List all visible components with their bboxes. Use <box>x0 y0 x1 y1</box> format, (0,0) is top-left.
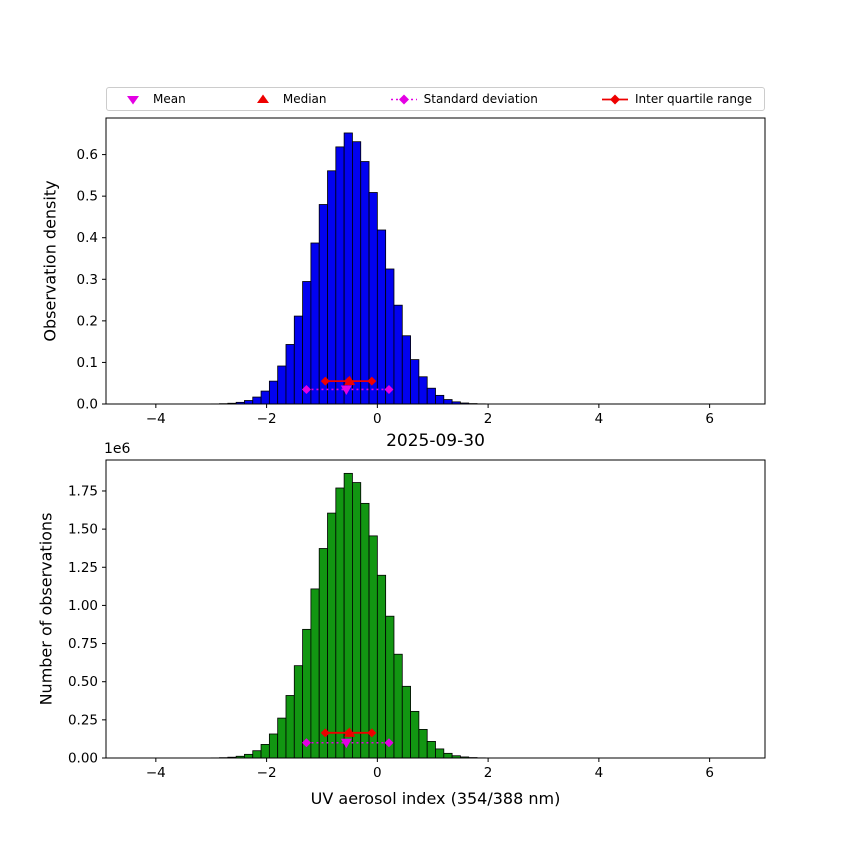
bottom-y-axis-label: Number of observations <box>36 512 56 706</box>
x-tick-label: −2 <box>257 411 277 427</box>
y-tick-label: 0.5 <box>77 189 98 205</box>
median-marker <box>344 375 356 386</box>
y-tick-label: 0.00 <box>68 751 98 767</box>
mean-marker <box>340 385 352 395</box>
y-tick-label: 1.00 <box>68 598 98 614</box>
y-tick-label: 0.2 <box>77 313 98 329</box>
x-tick-label: 6 <box>705 765 714 781</box>
y-tick-label: 0.3 <box>77 272 98 288</box>
q1-marker <box>320 376 330 386</box>
std-low-marker <box>301 384 311 394</box>
legend-label-iqr: Inter quartile range <box>635 92 752 106</box>
std-high-marker <box>384 738 394 748</box>
legend-label-median: Median <box>282 92 327 106</box>
x-tick-label: 2 <box>484 411 493 427</box>
x-tick-label: 2 <box>484 765 493 781</box>
y-tick-label: 0.25 <box>68 712 98 728</box>
bottom-histogram: −4 −2 0 2 4 6 0.00 0.25 0.50 0.75 1.00 1.25 1.50 1.75 <box>68 459 766 781</box>
x-tick-label: 4 <box>595 765 604 781</box>
y-tick-label: 1.50 <box>68 522 98 538</box>
y-tick-label: 1.25 <box>68 560 98 576</box>
y-tick-label: 0.6 <box>77 147 98 163</box>
q3-marker <box>367 376 377 386</box>
histogram-bars <box>210 132 503 405</box>
median-triangle-up-icon <box>256 94 269 103</box>
top-y-axis-label: Observation density <box>40 180 60 342</box>
x-axis-label: UV aerosol index (354/388 nm) <box>310 789 561 808</box>
std-high-marker <box>384 384 394 394</box>
iqr-diamond-icon <box>602 94 629 105</box>
legend-label-std: Standard deviation <box>423 92 538 106</box>
mean-triangle-down-icon <box>127 96 139 105</box>
x-tick-label: 6 <box>705 411 714 427</box>
std-deviation-diamond-icon <box>390 94 417 105</box>
q1-marker <box>320 728 330 738</box>
y-tick-label: 0.50 <box>68 674 98 690</box>
std-low-marker <box>301 738 311 748</box>
x-tick-label: −4 <box>146 765 166 781</box>
x-tick-label: −2 <box>257 765 277 781</box>
bottom-chart-title: 2025-09-30 <box>386 431 485 451</box>
x-tick-label: 0 <box>373 411 382 427</box>
q3-marker <box>367 728 377 738</box>
y-tick-label: 0.1 <box>77 355 98 371</box>
legend-item-std: Standard deviation <box>390 92 538 106</box>
mean-marker <box>340 738 352 749</box>
axes-frame <box>105 117 766 405</box>
y-tick-label: 1.75 <box>68 483 98 499</box>
legend-item-mean: Mean <box>119 92 186 106</box>
legend-item-iqr: Inter quartile range <box>601 92 752 106</box>
top-histogram: −4 −2 0 2 4 6 0.0 0.1 0.2 0.3 0.4 0.5 0.6 <box>77 117 766 427</box>
legend: Mean Median Standard deviation Inter qua… <box>106 87 765 111</box>
axes-frame <box>105 459 766 759</box>
legend-item-median: Median <box>249 92 327 106</box>
x-tick-label: 4 <box>595 411 604 427</box>
histogram-bars <box>210 472 503 759</box>
y-tick-label: 0.0 <box>77 397 98 413</box>
y-axis-offset-label: 1e6 <box>104 441 131 457</box>
median-marker <box>344 727 356 737</box>
y-tick-label: 0.75 <box>68 636 98 652</box>
x-tick-label: −4 <box>146 411 166 427</box>
y-tick-label: 0.4 <box>77 230 98 246</box>
x-tick-label: 0 <box>373 765 382 781</box>
legend-label-mean: Mean <box>153 92 186 106</box>
